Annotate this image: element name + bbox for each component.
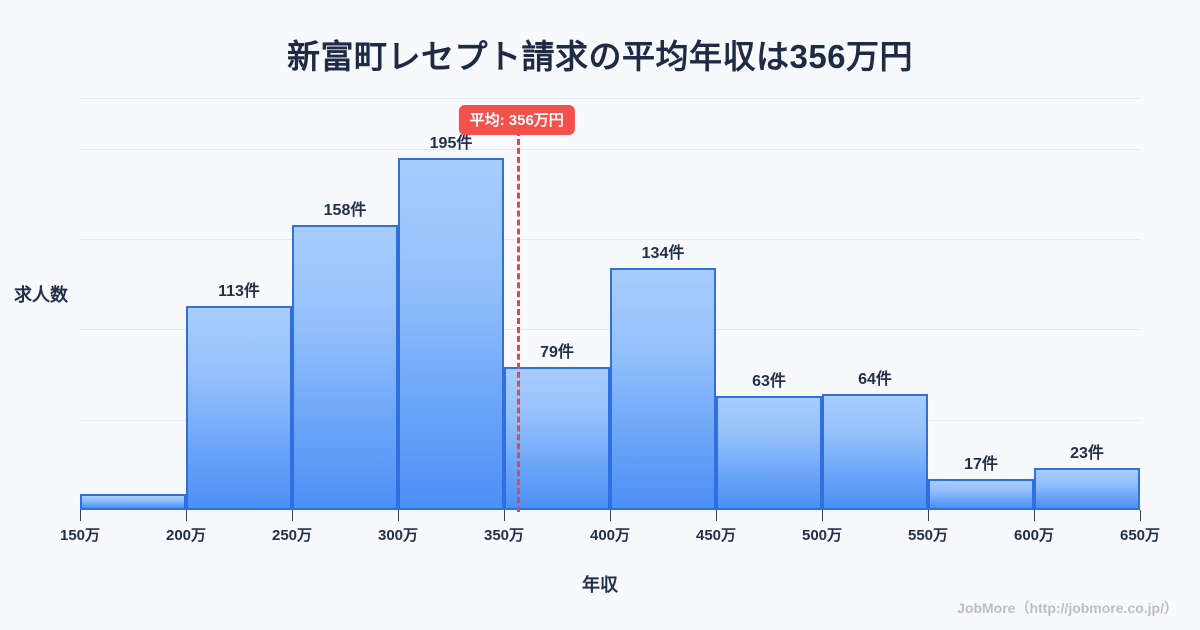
bar[interactable] [822,394,928,510]
bar[interactable] [610,267,716,510]
bar-slot [80,98,186,510]
x-axis-tick [398,510,399,521]
x-axis-tick-label: 250万 [271,527,313,544]
x-axis-tick-label: 600万 [1013,527,1055,544]
bar[interactable] [398,157,504,510]
bar[interactable] [716,396,822,510]
x-axis-tick [292,510,293,521]
bar-value-label: 64件 [858,371,892,389]
x-axis-tick-label: 400万 [589,527,631,544]
watermark-footer: JobMore（http://jobmore.co.jp/） [957,600,1178,616]
bar-slot: 195件 [398,98,504,510]
average-line [516,130,520,512]
gridline [80,238,1140,240]
bar-value-label: 23件 [1070,445,1104,463]
bar-slot: 63件 [716,98,822,510]
x-axis-tick [716,510,717,521]
bar[interactable] [504,367,610,510]
bar-slot: 64件 [822,98,928,510]
x-axis-tick [1034,510,1035,521]
bar[interactable] [1034,468,1140,510]
page-title: 新富町レセプト請求の平均年収は356万円 [286,38,914,75]
x-axis-title: 年収 [582,575,618,595]
plot-area: 113件 158件 195件 79件 134件 63件 64件 17件 23件 [80,98,1140,510]
bar-slot: 113件 [186,98,292,510]
x-axis-tick [80,510,81,521]
bar[interactable] [292,224,398,510]
bar-value-label: 113件 [218,282,260,300]
x-axis-tick [186,510,187,521]
x-axis-tick-label: 200万 [165,527,207,544]
x-axis-tick-label: 550万 [907,527,949,544]
bar-series: 113件 158件 195件 79件 134件 63件 64件 17件 23件 [80,98,1140,510]
bar-value-label: 134件 [641,244,685,262]
x-axis-tick-label: 350万 [483,527,525,544]
x-axis-tick-label: 150万 [59,527,101,544]
x-axis-tick [1140,510,1141,521]
bar-slot: 134件 [610,98,716,510]
x-axis-tick-label: 450万 [695,527,737,544]
y-axis-title: 求人数 [14,285,68,305]
bar-slot: 158件 [292,98,398,510]
x-axis-tick-label: 500万 [801,527,843,544]
x-axis-tick-label: 650万 [1119,527,1161,544]
gridline [80,98,1140,99]
bar-slot: 17件 [928,98,1034,510]
bar-value-label: 17件 [964,456,998,474]
bar-slot: 23件 [1034,98,1140,510]
bar[interactable] [186,305,292,510]
bar-value-label: 79件 [540,344,574,362]
average-badge: 平均: 356万円 [458,105,575,135]
bar[interactable] [928,479,1034,510]
x-axis-tick [504,510,505,521]
bar-slot: 79件 [504,98,610,510]
bar-value-label: 63件 [752,373,786,391]
x-axis-tick [928,510,929,521]
bar-value-label: 158件 [323,201,367,219]
gridline [80,148,1140,150]
x-axis-tick [822,510,823,521]
bar-value-label: 195件 [429,134,473,152]
x-axis-tick-label: 300万 [377,527,419,544]
x-axis-tick [610,510,611,521]
bar[interactable] [80,493,186,510]
